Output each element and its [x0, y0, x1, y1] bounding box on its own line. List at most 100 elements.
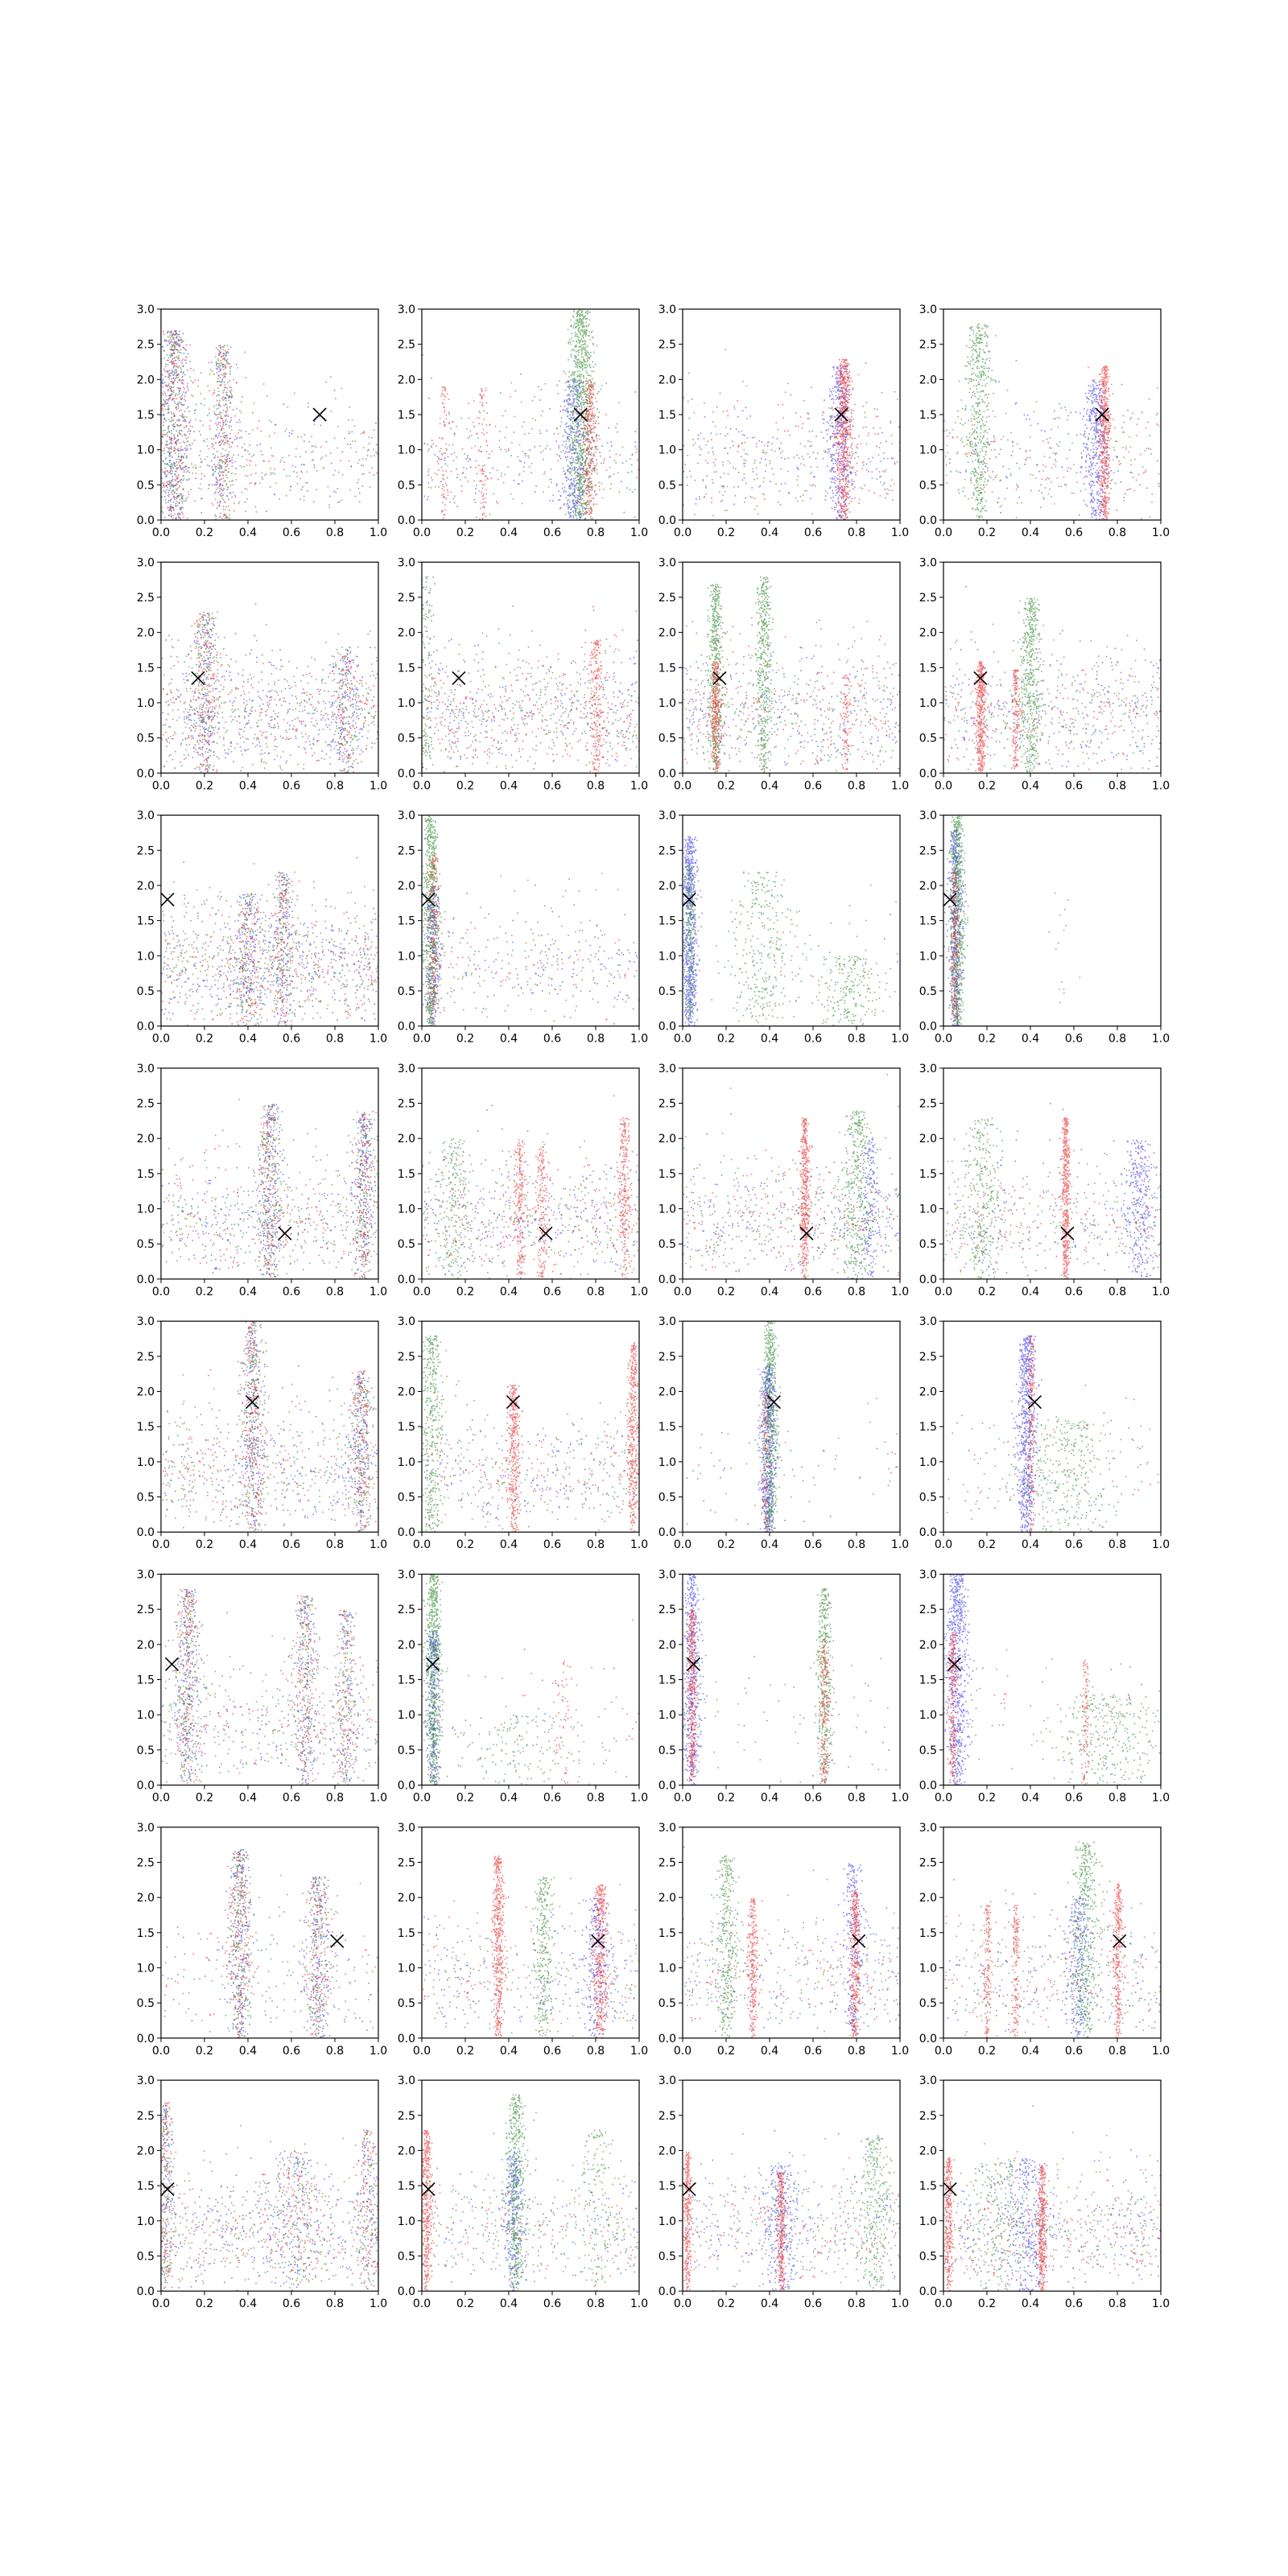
x-marker — [191, 671, 205, 685]
y-tick-label: 2.5 — [398, 1098, 415, 1111]
x-tick-label: 0.8 — [587, 2045, 605, 2058]
x-tick-label: 1.0 — [630, 1792, 648, 1805]
x-tick-label: 0.2 — [456, 1033, 474, 1046]
y-tick-label: 1.0 — [137, 1203, 155, 1216]
x-tick-label: 0.8 — [848, 526, 865, 539]
series-blue-points — [683, 362, 898, 520]
axes-frame — [682, 814, 901, 1027]
y-tick-label: 0.0 — [137, 1021, 155, 1034]
x-tick-label: 0.8 — [587, 1033, 605, 1046]
y-tick-label: 2.5 — [658, 339, 676, 352]
scatter-points — [947, 1335, 1159, 1533]
y-tick-label: 3.0 — [137, 2074, 155, 2087]
x-tick-label: 0.8 — [326, 1033, 344, 1046]
series-blue-points — [686, 1364, 897, 1533]
y-tick-label: 2.5 — [137, 1351, 155, 1364]
x-tick-label: 0.0 — [674, 1538, 691, 1551]
series-green-points — [161, 2104, 378, 2289]
axes-frame — [421, 2079, 640, 2292]
y-tick-label: 1.5 — [137, 1927, 155, 1940]
y-tick-label: 0.5 — [919, 479, 937, 492]
x-tick-label: 1.0 — [891, 2297, 909, 2310]
series-blue-points — [943, 2149, 1161, 2292]
y-tick-label: 0.5 — [137, 1744, 155, 1757]
x-tick-label: 1.0 — [891, 1538, 909, 1551]
x-tick-label: 0.8 — [1108, 2045, 1126, 2058]
x-tick-label: 0.0 — [152, 526, 170, 539]
y-tick-label: 0.0 — [137, 1780, 155, 1793]
y-tick-label: 0.0 — [919, 514, 937, 527]
y-tick-label: 0.0 — [658, 1274, 676, 1286]
y-tick-label: 0.5 — [919, 1744, 937, 1757]
y-tick-label: 2.5 — [658, 1351, 676, 1364]
x-tick-label: 0.4 — [239, 526, 257, 539]
series-red-points — [945, 1883, 1161, 2038]
x-tick-label: 0.8 — [587, 2297, 605, 2310]
x-tick-label: 1.0 — [891, 1033, 909, 1046]
scatter-points — [161, 330, 378, 520]
x-marker — [573, 407, 588, 422]
y-tick-label: 1.5 — [398, 1674, 415, 1687]
series-red-points — [163, 1321, 378, 1533]
x-marker — [682, 2182, 696, 2197]
y-tick-label: 3.0 — [398, 1063, 415, 1075]
x-tick-label: 0.8 — [1108, 526, 1126, 539]
x-tick-label: 1.0 — [369, 1538, 387, 1551]
x-tick-label: 1.0 — [1152, 1033, 1170, 1046]
y-tick-label: 0.5 — [398, 985, 415, 998]
x-tick-label: 0.0 — [674, 779, 691, 792]
x-tick-label: 1.0 — [630, 1538, 648, 1551]
series-red-points — [944, 631, 1161, 774]
x-tick-label: 1.0 — [1152, 1286, 1170, 1298]
x-tick-label: 0.2 — [456, 779, 474, 792]
series-green-points — [683, 1855, 900, 2038]
x-tick-label: 0.4 — [1022, 2045, 1039, 2058]
series-red-points — [161, 2102, 378, 2289]
y-tick-label: 1.0 — [658, 1203, 676, 1216]
scatter-points — [422, 2094, 639, 2292]
y-tick-label: 3.0 — [137, 810, 155, 823]
y-tick-label: 1.0 — [658, 2215, 676, 2228]
x-tick-label: 0.2 — [456, 526, 474, 539]
panel-r6-c1: 0.0 0.2 0.4 0.6 0.8 1.0 0.0 0.5 1.0 1.5 2.0 2.5 3.0 — [137, 1569, 387, 1805]
series-green-points — [422, 1335, 639, 1533]
x-tick-label: 0.4 — [239, 1792, 257, 1805]
y-tick-label: 2.0 — [137, 880, 155, 893]
x-tick-label: 1.0 — [891, 526, 909, 539]
y-tick-label: 0.0 — [919, 1526, 937, 1539]
y-tick-label: 1.0 — [398, 1456, 415, 1469]
y-tick-label: 1.0 — [919, 1962, 937, 1975]
y-tick-label: 1.0 — [658, 1709, 676, 1722]
x-tick-label: 0.0 — [413, 2045, 431, 2058]
y-tick-label: 2.0 — [919, 627, 937, 640]
y-tick-label: 2.5 — [398, 1604, 415, 1616]
x-tick-label: 0.6 — [543, 2297, 561, 2310]
y-tick-label: 3.0 — [658, 556, 676, 569]
y-tick-label: 2.5 — [919, 592, 937, 605]
panel-r5-c4: 0.0 0.2 0.4 0.6 0.8 1.0 0.0 0.5 1.0 1.5 2.0 2.5 3.0 — [919, 1315, 1170, 1551]
series-blue-points — [422, 1630, 637, 1785]
x-marker — [278, 1226, 292, 1241]
series-blue-points — [162, 603, 378, 774]
y-tick-label: 0.0 — [398, 2033, 415, 2046]
x-marker — [799, 1226, 814, 1241]
y-tick-label: 1.5 — [398, 1168, 415, 1181]
x-tick-label: 1.0 — [369, 1286, 387, 1298]
x-tick-label: 1.0 — [630, 1033, 648, 1046]
y-tick-label: 2.0 — [919, 880, 937, 893]
x-tick-label: 1.0 — [630, 779, 648, 792]
series-blue-points — [161, 861, 378, 1026]
panel-r2-c4: 0.0 0.2 0.4 0.6 0.8 1.0 0.0 0.5 1.0 1.5 2.0 2.5 3.0 — [919, 556, 1170, 792]
panel-r3-c3: 0.0 0.2 0.4 0.6 0.8 1.0 0.0 0.5 1.0 1.5 2.0 2.5 3.0 — [658, 810, 909, 1046]
y-tick-label: 0.5 — [919, 733, 937, 745]
y-tick-label: 3.0 — [398, 303, 415, 316]
y-tick-label: 0.5 — [919, 1997, 937, 2010]
x-marker — [973, 671, 988, 685]
axes-frame — [682, 1573, 901, 1786]
y-tick-label: 2.0 — [137, 1892, 155, 1905]
x-tick-label: 0.0 — [935, 2297, 952, 2310]
series-green-points — [422, 576, 639, 770]
y-tick-label: 1.5 — [398, 2180, 415, 2193]
x-tick-label: 0.0 — [413, 1286, 431, 1298]
x-tick-label: 1.0 — [1152, 526, 1170, 539]
